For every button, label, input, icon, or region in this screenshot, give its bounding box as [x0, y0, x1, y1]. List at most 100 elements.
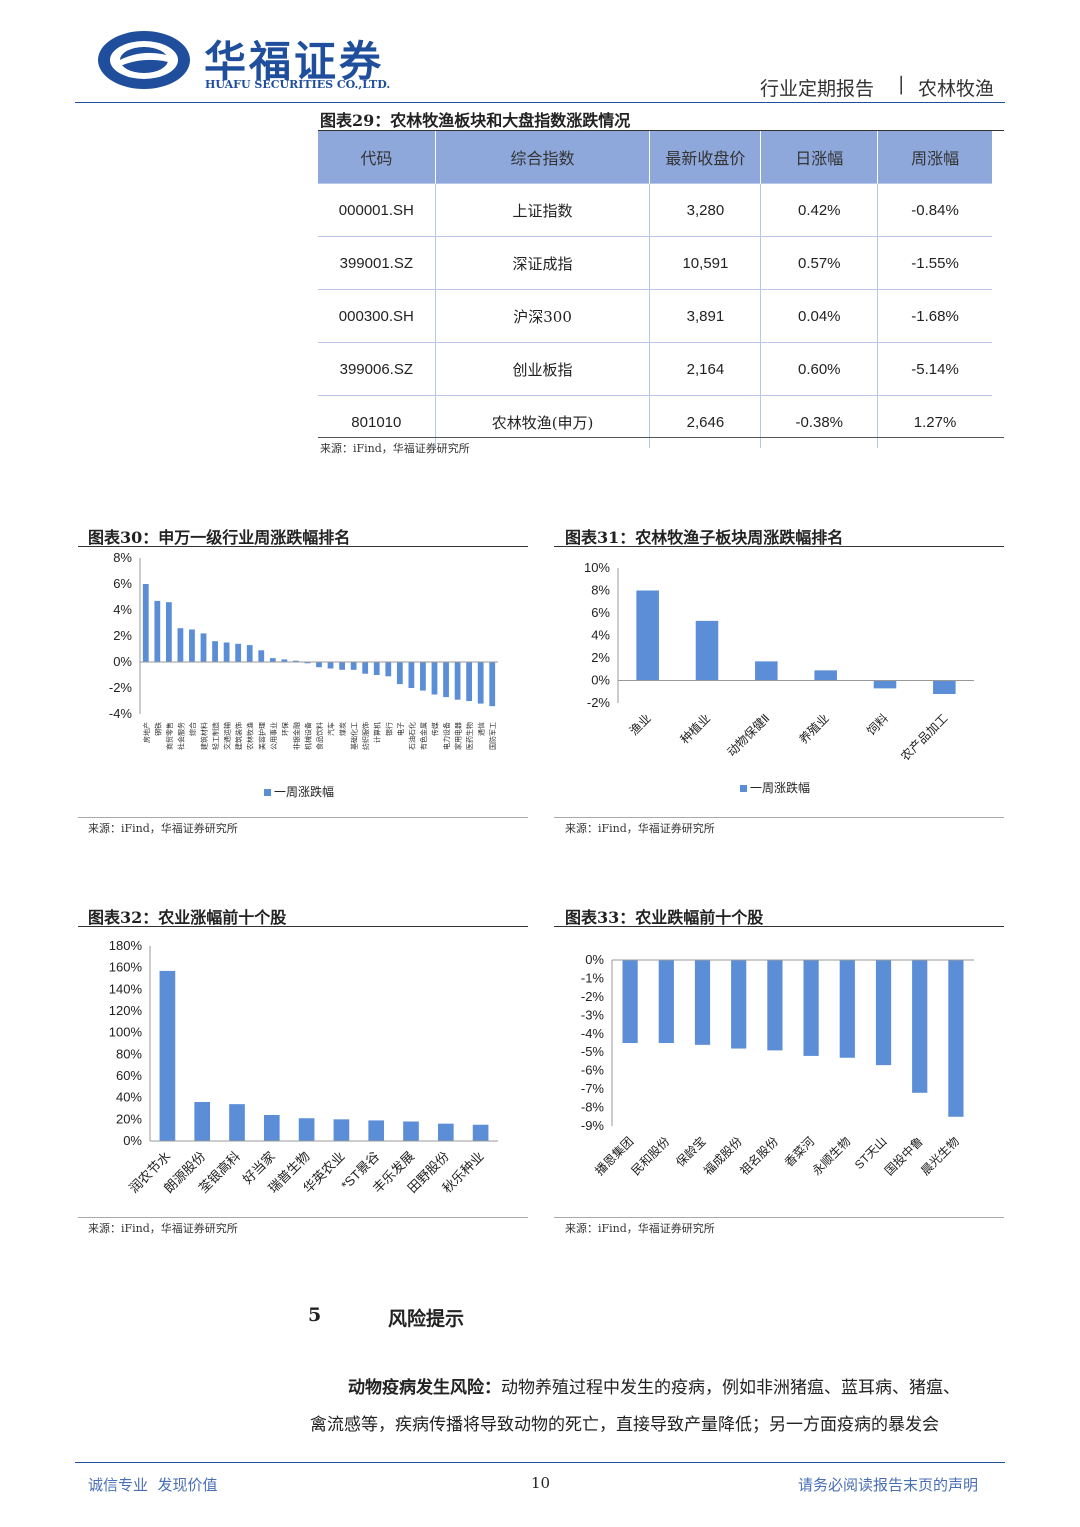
y-tick-label: -4%: [109, 706, 133, 721]
bar: [304, 662, 311, 664]
category-label: 国防军工: [488, 722, 497, 750]
table-row: 000300.SH 沪深300 3,891 0.04% -1.68%: [318, 289, 992, 343]
bar: [636, 590, 659, 681]
bar: [362, 662, 369, 674]
col-header: 综合指数: [435, 131, 651, 184]
category-label: 种植业: [677, 711, 713, 747]
bar: [408, 662, 415, 688]
y-tick-label: -8%: [581, 1100, 605, 1115]
fig32-bottom-rule: [78, 1217, 528, 1218]
bar: [489, 662, 496, 707]
y-tick-label: 2%: [591, 650, 610, 665]
category-label: 动物保健Ⅱ: [724, 711, 772, 759]
footer-slogan: 诚信专业 发现价值: [88, 1476, 218, 1494]
bar: [443, 662, 449, 698]
section-number: 5: [308, 1304, 322, 1326]
y-tick-label: 100%: [109, 1025, 143, 1040]
fig30-source: 来源：iFind，华福证券研究所: [88, 822, 238, 835]
fig32-chart: 180%160%140%120%100%80%60%40%20%0%润农节水朗源…: [109, 938, 498, 1196]
cell-code: 399006.SZ: [318, 342, 436, 396]
y-tick-label: 4%: [591, 628, 610, 643]
category-label: 播恩集团: [592, 1134, 637, 1179]
section-title: 风险提示: [388, 1308, 465, 1330]
y-tick-label: 120%: [109, 1003, 143, 1018]
cell-close: 2,164: [649, 342, 762, 396]
category-label: 保龄宝: [673, 1134, 708, 1169]
bar: [194, 1102, 211, 1141]
cell-close: 2,646: [649, 395, 762, 448]
category-label: 商贸零售: [165, 722, 174, 750]
body-paragraph: 动物疫病发生风险：动物养殖过程中发生的疫病，例如非洲猪瘟、蓝耳病、猪瘟、: [348, 1373, 960, 1398]
category-label: 渔业: [627, 711, 654, 738]
category-label: 基础化工: [350, 722, 359, 750]
category-label: 纺织服饰: [361, 722, 370, 750]
legend-label: 一周涨跌幅: [274, 784, 334, 799]
category-label: 电力设备: [442, 722, 451, 750]
category-label: 晨光生物: [918, 1134, 962, 1178]
bar: [658, 960, 674, 1043]
risk-lead: 动物疫病发生风险：: [348, 1378, 501, 1398]
bar: [350, 662, 357, 670]
bar: [755, 661, 778, 681]
bar: [177, 628, 184, 662]
bar: [189, 629, 195, 662]
fig29-source: 来源：iFind，华福证券研究所: [320, 442, 470, 455]
category-label: 农产品加工: [898, 711, 950, 763]
bar: [403, 1121, 419, 1141]
bar: [339, 662, 345, 670]
company-name-en: HUAFU SECURITIES CO.,LTD.: [205, 78, 391, 91]
bar: [373, 662, 380, 675]
legend-label: 一周涨跌幅: [750, 780, 810, 795]
cell-daily: 0.42%: [760, 183, 879, 237]
bar: [454, 662, 461, 700]
y-tick-label: 180%: [109, 938, 143, 953]
bar: [212, 641, 218, 662]
bar: [839, 960, 855, 1058]
fig30-title: 图表30：申万一级行业周涨跌幅排名: [88, 528, 351, 547]
y-tick-label: -5%: [581, 1044, 605, 1059]
category-label: 家用电器: [454, 722, 463, 750]
bar: [298, 1118, 315, 1141]
category-label: 煤炭: [338, 722, 347, 736]
fig33-source: 来源：iFind，华福证券研究所: [565, 1222, 715, 1235]
category-label: 福成股份: [700, 1134, 745, 1179]
table-row: 399006.SZ 创业板指 2,164 0.60% -5.14%: [318, 342, 992, 396]
y-tick-label: 80%: [116, 1046, 142, 1061]
bar: [368, 1120, 385, 1141]
cell-index: 上证指数: [435, 183, 651, 237]
bar: [875, 960, 892, 1066]
sector-name: 农林牧渔: [918, 78, 995, 100]
y-tick-label: 0%: [123, 1133, 142, 1148]
category-label: 公用事业: [269, 722, 278, 750]
cell-code: 399001.SZ: [318, 236, 436, 290]
y-tick-label: 6%: [113, 576, 132, 591]
bar: [948, 960, 964, 1117]
y-tick-label: -7%: [581, 1081, 605, 1096]
category-label: 钢铁: [153, 722, 162, 736]
bar: [420, 662, 426, 691]
cell-close: 3,280: [649, 183, 762, 237]
fig32-title-rule: [78, 926, 528, 927]
y-tick-label: 8%: [113, 550, 132, 565]
logo-icon: [98, 31, 190, 89]
bar: [200, 633, 207, 662]
col-header: 周涨幅: [877, 131, 992, 184]
y-tick-label: -2%: [581, 989, 605, 1004]
bar: [694, 960, 711, 1045]
fig31-title-rule: [554, 546, 1004, 547]
report-type: 行业定期报告: [760, 78, 875, 100]
fig32-source: 来源：iFind，华福证券研究所: [88, 1222, 238, 1235]
category-label: 香菜河: [782, 1134, 817, 1169]
cell-index: 农林牧渔(申万): [435, 395, 651, 448]
y-tick-label: -4%: [581, 1026, 605, 1041]
y-tick-label: -1%: [581, 970, 605, 985]
category-label: 综合: [188, 722, 197, 736]
cell-close: 10,591: [649, 236, 762, 290]
fig30-bottom-rule: [78, 817, 528, 818]
bar: [142, 584, 149, 662]
y-tick-label: 2%: [113, 628, 132, 643]
cell-weekly: -0.84%: [877, 183, 992, 237]
fig30-title-rule: [78, 546, 528, 547]
y-tick-label: 0%: [585, 952, 604, 967]
category-label: 银行: [384, 722, 393, 736]
